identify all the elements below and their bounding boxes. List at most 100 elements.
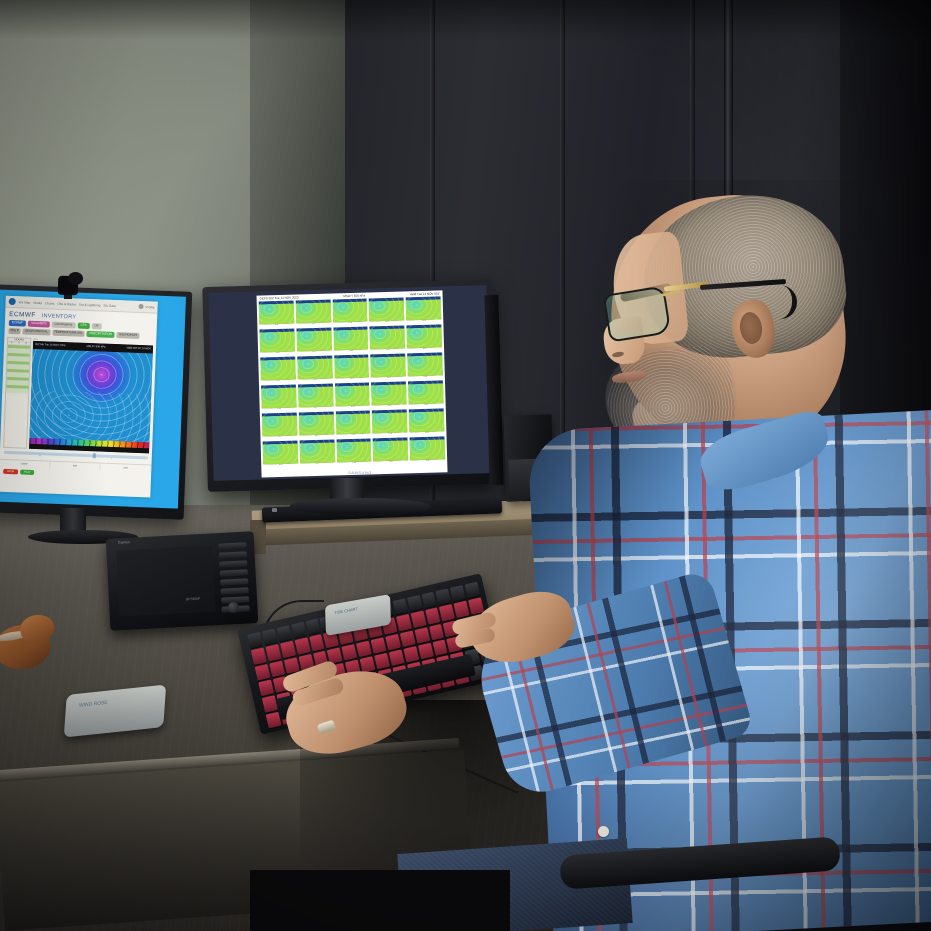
keyboard-key[interactable]: [276, 625, 292, 643]
ensemble-member[interactable]: P29: [372, 437, 409, 464]
keyboard-key[interactable]: [261, 695, 278, 713]
keyboard-key[interactable]: [279, 641, 296, 658]
nav-item-obs-radar[interactable]: Obs & Radar: [57, 301, 76, 307]
ensemble-member[interactable]: P16: [261, 384, 297, 412]
play-button[interactable]: PLAY: [20, 469, 35, 475]
keyboard-key[interactable]: [258, 679, 275, 697]
ensemble-member[interactable]: P24: [372, 409, 408, 436]
param-tab-mslp[interactable]: MSLP: [8, 327, 21, 335]
keyboard-key[interactable]: [439, 604, 456, 622]
hours-panel[interactable]: HOURS F S N: [3, 336, 32, 449]
ensemble-member[interactable]: P19: [371, 381, 407, 408]
keyboard-key[interactable]: [269, 660, 285, 678]
model-tab-mogreps[interactable]: MOGREPS: [28, 320, 50, 328]
keyboard-key[interactable]: [392, 598, 408, 616]
model-tab-ecmwf[interactable]: ECMWF: [8, 319, 27, 327]
keyboard-key[interactable]: [403, 646, 419, 664]
keyboard-key[interactable]: [308, 634, 325, 652]
chartplotter-button[interactable]: [219, 569, 248, 577]
avatar[interactable]: [138, 303, 144, 310]
chartplotter-button[interactable]: [220, 587, 249, 595]
keyboard-key[interactable]: [385, 633, 401, 651]
keyboard-key[interactable]: [424, 607, 441, 625]
ensemble-member[interactable]: P27: [299, 439, 335, 466]
keyboard-key[interactable]: [265, 644, 282, 662]
keyboard-key[interactable]: [432, 639, 448, 657]
keyboard-key[interactable]: [399, 630, 416, 648]
ensemble-member[interactable]: P18: [334, 382, 371, 409]
ensemble-member[interactable]: P25: [408, 408, 445, 435]
keyboard-key[interactable]: [374, 652, 390, 670]
browser-tab-title[interactable]: Wx Map: [18, 299, 31, 305]
ensemble-member[interactable]: P14: [370, 353, 407, 380]
keyboard-key[interactable]: [395, 614, 412, 632]
ensemble-member[interactable]: P22: [298, 411, 335, 438]
weather-chart[interactable]: 00Z Mo Tue 14 NOV 2023 MSLP / 500 hPa Va…: [29, 340, 154, 454]
chartplotter-button[interactable]: [218, 542, 247, 550]
keyboard-key[interactable]: [406, 595, 423, 612]
keyboard-key[interactable]: [254, 663, 271, 681]
ensemble-member[interactable]: P07: [296, 327, 332, 355]
model-tab-uk[interactable]: UK: [91, 323, 102, 330]
ensemble-member[interactable]: P04: [369, 297, 405, 324]
ensemble-member[interactable]: P23: [335, 410, 371, 437]
ensemble-member[interactable]: P21: [261, 412, 298, 440]
slider-handle[interactable]: [93, 453, 97, 459]
stop-button[interactable]: STOP: [3, 468, 19, 475]
ensemble-member[interactable]: P03: [332, 298, 368, 325]
nav-item-home[interactable]: Model: [33, 300, 43, 305]
ensemble-member[interactable]: P20: [408, 380, 444, 407]
left-monitor-screen[interactable]: Wx Map Model Charts Obs & Radar Sat & Li…: [0, 289, 186, 509]
keyboard-key[interactable]: [250, 647, 267, 665]
param-tab-temperature-850[interactable]: TEMPERATURE 850: [51, 329, 85, 337]
ensemble-member[interactable]: P01: [258, 300, 295, 328]
chartplotter-screen[interactable]: [116, 545, 216, 617]
ensemble-member[interactable]: P28: [336, 438, 372, 465]
keyboard-key[interactable]: [417, 642, 434, 660]
nav-item-model[interactable]: Charts: [44, 300, 55, 306]
param-tab-geopotential[interactable]: GEOPOTENTIAL: [22, 328, 51, 336]
keyboard-key[interactable]: [453, 600, 470, 618]
account-label[interactable]: Profile: [145, 304, 155, 310]
keyboard-key[interactable]: [290, 621, 307, 639]
nav-item-sat-lightning[interactable]: Sat & Lightning: [78, 302, 101, 307]
keyboard-key[interactable]: [261, 628, 278, 646]
hours-row[interactable]: [6, 388, 29, 394]
nav-item-sfc-data[interactable]: Sfc Data: [103, 303, 116, 308]
keyboard-key[interactable]: [428, 623, 445, 641]
ensemble-member[interactable]: P08: [333, 326, 369, 353]
ensemble-member[interactable]: P09: [369, 325, 406, 352]
browser-window[interactable]: Wx Map Model Charts Obs & Radar Sat & Li…: [0, 295, 158, 498]
chartplotter-button[interactable]: [220, 578, 249, 586]
keyboard-key[interactable]: [305, 618, 321, 636]
keyboard-key[interactable]: [356, 640, 372, 658]
param-tab-precipitation[interactable]: PRECIPITATION: [86, 330, 115, 338]
ensemble-member[interactable]: P06: [259, 328, 295, 356]
param-tab-soundings[interactable]: SOUNDINGS: [116, 331, 140, 339]
keyboard-key[interactable]: [294, 637, 311, 655]
keyboard-key[interactable]: [464, 581, 481, 599]
ensemble-member[interactable]: P15: [407, 352, 443, 379]
keyboard-key[interactable]: [450, 585, 466, 602]
ensemble-member[interactable]: P05: [405, 296, 442, 323]
ensemble-member[interactable]: P02: [295, 299, 331, 327]
model-tab-convergence[interactable]: Convergence: [51, 321, 76, 329]
ensemble-member[interactable]: P30: [409, 436, 446, 463]
ensemble-grid[interactable]: P01 P02 P03 P04 P05 P06 P07 P08 P09 P10 P11 P12 P13 P…: [257, 296, 448, 467]
ensemble-member[interactable]: P17: [297, 383, 334, 410]
ensemble-member[interactable]: P26: [262, 440, 299, 467]
ensemble-member[interactable]: P10: [406, 324, 443, 351]
ensemble-member[interactable]: P11: [260, 356, 296, 384]
ensemble-member[interactable]: P12: [297, 355, 333, 382]
ensemble-member[interactable]: P13: [333, 354, 370, 381]
keyboard-key[interactable]: [435, 588, 452, 606]
keyboard-key[interactable]: [370, 636, 387, 654]
map-container[interactable]: H L 00Z Mo Tue 14 NOV 2023 MSLP / 500 hP…: [29, 338, 154, 454]
keyboard-key[interactable]: [388, 649, 405, 667]
keyboard-key[interactable]: [421, 591, 437, 609]
keyboard-key[interactable]: [247, 631, 263, 649]
chartplotter-button[interactable]: [218, 551, 247, 559]
model-tab-gfs[interactable]: GFS: [77, 322, 90, 329]
chartplotter-button[interactable]: [219, 560, 248, 568]
keyboard-key[interactable]: [410, 610, 427, 628]
